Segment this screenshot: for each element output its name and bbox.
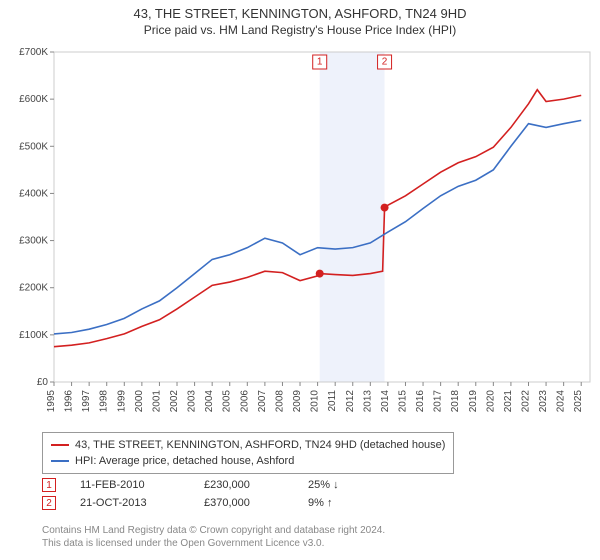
svg-text:2020: 2020 (485, 390, 496, 413)
svg-text:£500K: £500K (19, 141, 48, 152)
sale-marker-icon: 1 (42, 478, 56, 492)
svg-text:£300K: £300K (19, 236, 48, 247)
svg-text:£600K: £600K (19, 94, 48, 105)
legend-label: 43, THE STREET, KENNINGTON, ASHFORD, TN2… (75, 437, 445, 453)
chart-subtitle: Price paid vs. HM Land Registry's House … (0, 23, 600, 37)
svg-text:2010: 2010 (310, 390, 321, 413)
svg-text:2011: 2011 (327, 390, 338, 412)
svg-text:2005: 2005 (222, 390, 233, 413)
sale-price: £230,000 (204, 479, 284, 491)
svg-text:1995: 1995 (46, 390, 57, 413)
sale-price: £370,000 (204, 497, 284, 509)
svg-text:1996: 1996 (64, 390, 75, 413)
legend-box: 43, THE STREET, KENNINGTON, ASHFORD, TN2… (42, 432, 454, 474)
legend-swatch (51, 460, 69, 462)
svg-text:2008: 2008 (274, 390, 285, 413)
sale-date: 21-OCT-2013 (80, 497, 180, 509)
table-row: 1 11-FEB-2010 £230,000 25% ↓ (42, 476, 562, 494)
svg-text:2001: 2001 (151, 390, 162, 413)
svg-text:2016: 2016 (415, 390, 426, 413)
svg-text:2021: 2021 (503, 390, 514, 413)
svg-text:1999: 1999 (116, 390, 127, 413)
svg-text:£100K: £100K (19, 330, 48, 341)
svg-text:£0: £0 (37, 377, 49, 388)
chart-titles: 43, THE STREET, KENNINGTON, ASHFORD, TN2… (0, 0, 600, 37)
sale-delta: 9% ↑ (308, 497, 368, 509)
table-row: 2 21-OCT-2013 £370,000 9% ↑ (42, 494, 562, 512)
chart-title: 43, THE STREET, KENNINGTON, ASHFORD, TN2… (0, 6, 600, 21)
sales-table: 1 11-FEB-2010 £230,000 25% ↓ 2 21-OCT-20… (42, 476, 562, 512)
svg-text:2004: 2004 (204, 390, 215, 413)
svg-text:2014: 2014 (380, 390, 391, 413)
footer-attribution: Contains HM Land Registry data © Crown c… (42, 524, 562, 550)
legend-label: HPI: Average price, detached house, Ashf… (75, 453, 294, 469)
svg-text:2025: 2025 (573, 390, 584, 413)
svg-text:2018: 2018 (450, 390, 461, 413)
svg-text:1998: 1998 (99, 390, 110, 413)
svg-text:2007: 2007 (257, 390, 268, 413)
sale-marker-icon: 2 (42, 496, 56, 510)
svg-text:2013: 2013 (362, 390, 373, 413)
svg-text:2002: 2002 (169, 390, 180, 413)
svg-text:2022: 2022 (520, 390, 531, 413)
svg-text:2009: 2009 (292, 390, 303, 413)
sale-date: 11-FEB-2010 (80, 479, 180, 491)
svg-text:2024: 2024 (556, 390, 567, 413)
svg-text:2015: 2015 (397, 390, 408, 413)
chart-area: £0 £100K £200K £300K £400K £500K £600K £700K 199… (0, 42, 600, 422)
svg-text:£400K: £400K (19, 188, 48, 199)
legend-row: HPI: Average price, detached house, Ashf… (51, 453, 445, 469)
svg-text:£700K: £700K (19, 47, 48, 58)
svg-text:2017: 2017 (433, 390, 444, 413)
svg-text:2012: 2012 (345, 390, 356, 413)
legend-swatch (51, 444, 69, 446)
svg-text:2: 2 (382, 57, 388, 68)
svg-text:2023: 2023 (538, 390, 549, 413)
legend-row: 43, THE STREET, KENNINGTON, ASHFORD, TN2… (51, 437, 445, 453)
svg-text:2006: 2006 (239, 390, 250, 413)
line-chart: £0 £100K £200K £300K £400K £500K £600K £700K 199… (0, 42, 600, 422)
svg-text:2003: 2003 (187, 390, 198, 413)
sale-delta: 25% ↓ (308, 479, 368, 491)
svg-text:2019: 2019 (468, 390, 479, 413)
svg-text:2000: 2000 (134, 390, 145, 413)
svg-text:£200K: £200K (19, 283, 48, 294)
svg-text:1997: 1997 (81, 390, 92, 413)
svg-text:1: 1 (317, 57, 323, 68)
